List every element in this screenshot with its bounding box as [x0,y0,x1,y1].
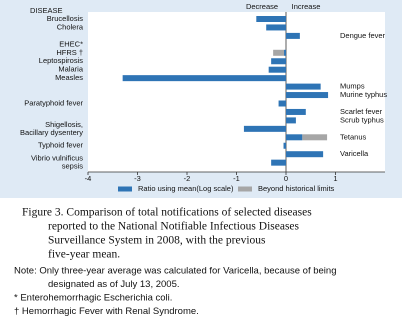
category-label: Shigellosis, Bacillary dysentery [20,120,83,137]
category-label: Vibrio vulnificus sepsis [31,154,83,171]
bar [271,159,286,166]
bar [122,75,287,82]
bar [268,66,286,73]
plot-area [88,12,385,172]
category-label: Brucellosis [47,14,84,23]
category-label: Paratyphoid fever [24,98,83,107]
bar [286,32,300,39]
category-label: Varicella [340,149,369,158]
legend-swatch [238,186,252,192]
caption-line: reported to the National Notifiable Infe… [48,221,300,233]
caption-line: Figure 3. Comparison of total notificati… [22,207,312,219]
bar [273,49,285,56]
x-tick-label: -4 [85,174,92,183]
x-tick-label: 0 [284,174,288,183]
bar [283,142,286,149]
category-label: Scarlet fever [340,107,383,116]
category-label: EHEC* [59,39,83,48]
bar [286,92,329,99]
category-label: Dengue fever [340,31,386,40]
category-label: Scrub typhus [340,115,384,124]
category-label: Measles [55,73,83,82]
category-label: Cholera [57,22,84,31]
x-tick-label: -3 [134,174,141,183]
bar [256,16,286,22]
legend-swatch [118,186,132,192]
legend-label: Ratio using mean(Log scale) [138,184,234,193]
bar [286,108,306,115]
category-label: Murine typhus [340,90,387,99]
category-label: Typhoid fever [38,141,84,150]
increase-label: Increase [292,2,321,11]
bar [286,83,321,90]
caption-line: five-year mean. [48,249,120,261]
x-tick-label: -1 [233,174,240,183]
bar [286,151,324,158]
caption-line: Surveillance System in 2008, with the pr… [48,235,266,247]
bar [266,24,286,31]
legend-label: Beyond historical limits [258,184,335,193]
category-label: HFRS † [56,48,83,57]
bar [278,100,286,107]
category-label: Mumps [340,82,365,91]
note-line: designated as of July 13, 2005. [48,279,180,290]
x-tick-label: -2 [184,174,191,183]
note-line: Note: Only three-year average was calcul… [14,266,336,277]
header: DISEASE [30,6,63,15]
category-label: Tetanus [340,132,367,141]
bar [284,49,286,56]
category-label: Leptospirosis [39,56,83,65]
decrease-label: Decrease [246,2,278,11]
bar [286,117,296,124]
bar [243,125,286,132]
category-label: Malaria [58,65,83,74]
bar [302,134,328,141]
bar [286,134,303,141]
note-line: * Enterohemorrhagic Escherichia coli. [14,293,172,304]
bar [271,58,286,65]
note-line: † Hemorrhagic Fever with Renal Syndrome. [14,306,199,317]
x-tick-label: 1 [333,174,337,183]
